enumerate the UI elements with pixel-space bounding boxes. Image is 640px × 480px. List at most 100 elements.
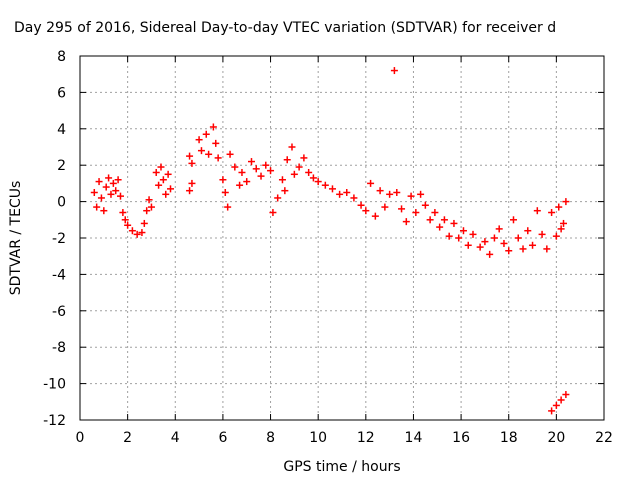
x-tick-label: 8: [266, 430, 275, 446]
data-point: [90, 189, 98, 196]
data-points: [90, 67, 570, 415]
data-point: [495, 225, 503, 233]
x-tick-label: 16: [452, 430, 470, 446]
data-point: [407, 192, 415, 200]
data-point: [548, 209, 556, 217]
data-point: [143, 207, 151, 215]
data-point: [552, 401, 560, 409]
x-tick-label: 12: [357, 430, 375, 446]
data-point: [350, 194, 358, 202]
data-point: [431, 209, 439, 217]
data-point: [247, 158, 255, 166]
data-point: [219, 176, 227, 184]
data-point: [102, 183, 110, 191]
x-tick-label: 10: [309, 430, 327, 446]
data-point: [321, 181, 329, 189]
data-point: [212, 139, 220, 147]
data-point: [328, 185, 336, 193]
data-point: [252, 165, 260, 173]
y-tick-label: 4: [57, 122, 66, 138]
data-point: [95, 178, 103, 186]
data-point: [243, 178, 251, 186]
data-point: [221, 189, 229, 196]
data-point: [336, 190, 344, 198]
data-point: [119, 209, 127, 217]
data-point: [114, 176, 122, 184]
chart-title: Day 295 of 2016, Sidereal Day-to-day VTE…: [14, 20, 557, 36]
x-tick-label: 0: [76, 430, 85, 446]
data-point: [421, 201, 429, 209]
data-point: [305, 168, 313, 176]
data-point: [426, 216, 434, 224]
data-point: [283, 156, 291, 164]
data-point: [412, 209, 420, 217]
axis-ticks: 0 2 4 6 8 10 12 14 16 18 20 22 -12 -10 -8 -6 -4 -2 0 2 4 6 8: [43, 49, 613, 446]
data-point: [481, 238, 489, 246]
data-point: [398, 205, 406, 213]
data-point: [486, 250, 494, 258]
data-point: [357, 201, 365, 209]
data-point: [138, 229, 146, 237]
data-point: [257, 172, 265, 180]
y-tick-label: -4: [52, 267, 66, 283]
data-point: [459, 227, 467, 235]
data-point: [500, 239, 508, 247]
data-point: [300, 154, 308, 162]
data-point: [186, 152, 194, 160]
data-point: [386, 190, 394, 198]
data-point: [159, 176, 167, 184]
data-point: [262, 161, 270, 169]
data-point: [514, 234, 522, 242]
x-tick-label: 4: [171, 430, 180, 446]
data-point: [195, 136, 203, 144]
data-point: [371, 212, 379, 220]
data-point: [107, 190, 115, 198]
data-point: [309, 174, 317, 182]
data-point: [562, 391, 570, 399]
data-point: [157, 163, 165, 171]
data-point: [145, 196, 153, 204]
data-point: [376, 187, 384, 195]
data-point: [490, 234, 498, 242]
y-tick-label: -2: [52, 231, 66, 247]
data-point: [209, 123, 217, 131]
data-point: [314, 178, 322, 186]
data-point: [343, 189, 351, 196]
data-point: [121, 216, 129, 224]
data-point: [152, 168, 160, 176]
data-point: [290, 170, 298, 178]
x-axis-label: GPS time / hours: [283, 459, 400, 475]
data-point: [202, 130, 210, 138]
data-point: [281, 187, 289, 195]
data-point: [112, 187, 120, 195]
data-point: [197, 147, 205, 155]
y-tick-label: -12: [43, 413, 66, 429]
data-point: [476, 243, 484, 251]
data-point: [97, 194, 105, 202]
data-point: [116, 192, 124, 200]
data-point: [552, 232, 560, 240]
data-point: [381, 203, 389, 211]
y-axis-label: SDTVAR / TECUs: [8, 181, 24, 296]
data-point: [214, 154, 222, 162]
data-point: [140, 219, 148, 227]
y-tick-label: -8: [52, 340, 66, 356]
data-point: [505, 247, 513, 255]
data-point: [557, 396, 565, 404]
x-tick-label: 14: [405, 430, 423, 446]
data-point: [533, 207, 541, 215]
data-point: [529, 241, 537, 249]
data-point: [231, 163, 239, 171]
data-point: [238, 168, 246, 176]
x-tick-label: 18: [500, 430, 518, 446]
data-point: [464, 241, 472, 249]
data-point: [109, 179, 117, 187]
x-tick-label: 22: [595, 430, 613, 446]
data-point: [402, 218, 410, 226]
x-tick-label: 2: [123, 430, 132, 446]
data-point: [124, 221, 132, 229]
data-point: [167, 185, 175, 193]
data-point: [128, 227, 136, 235]
data-point: [524, 227, 532, 235]
